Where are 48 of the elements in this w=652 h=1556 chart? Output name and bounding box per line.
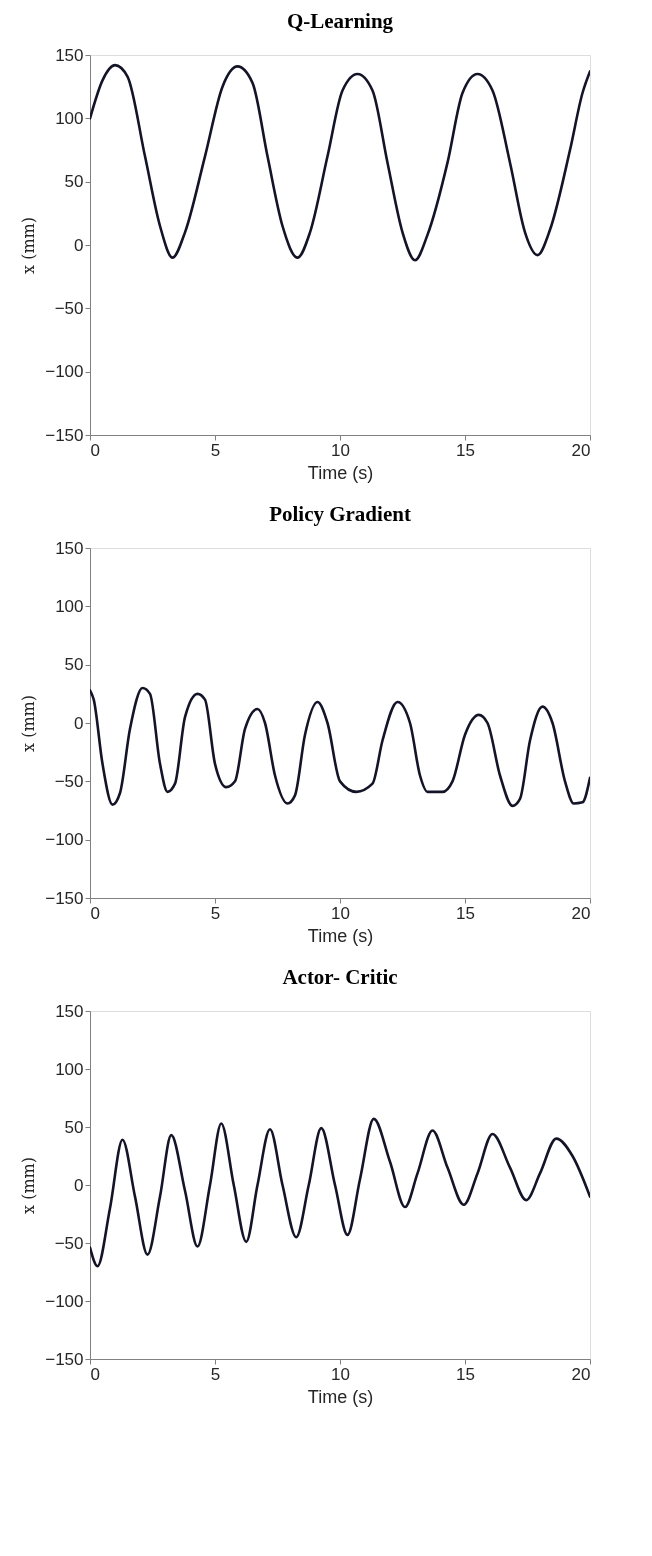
y-tick-label: 0 [74, 1175, 84, 1195]
x-tick-label: 20 [571, 1364, 591, 1384]
x-axis-title: Time (s) [307, 462, 374, 483]
y-tick-label: 0 [74, 713, 84, 733]
y-tick-label: −50 [54, 298, 84, 318]
x-tick-label: 0 [90, 1364, 100, 1384]
chart-title: Q-Learning [286, 9, 394, 33]
y-axis-title: x (mm) [19, 217, 39, 274]
y-tick-label: −100 [45, 1291, 84, 1311]
x-tick-label: 10 [331, 440, 350, 460]
y-tick-label: 50 [64, 1117, 84, 1137]
y-tick-label: −50 [54, 771, 84, 791]
y-tick-label: −150 [45, 425, 84, 445]
y-tick-label: 0 [74, 235, 84, 255]
line-series [90, 1117, 590, 1268]
y-tick-label: 150 [55, 538, 84, 558]
x-tick-label: 15 [456, 1364, 475, 1384]
y-tick-label: 50 [64, 172, 84, 192]
y-tick-label: −100 [45, 830, 84, 850]
y-tick-label: 100 [55, 596, 84, 616]
x-tick-label: 20 [571, 903, 591, 923]
x-tick-label: 10 [331, 1364, 350, 1384]
y-tick-label: 100 [55, 108, 84, 128]
y-tick-label: 150 [55, 1001, 84, 1021]
x-tick-label: 20 [571, 440, 591, 460]
line-series [90, 63, 590, 262]
y-tick-label: −150 [45, 888, 84, 908]
x-tick-label: 5 [210, 440, 221, 460]
y-tick-label: −150 [45, 1349, 84, 1369]
x-tick-label: 0 [90, 440, 100, 460]
y-tick-label: 100 [55, 1059, 84, 1079]
x-tick-label: 15 [456, 440, 475, 460]
x-axis-title: Time (s) [307, 925, 374, 946]
y-axis-title: x (mm) [19, 1157, 39, 1214]
y-axis-title: x (mm) [19, 695, 39, 752]
y-tick-label: −100 [45, 362, 84, 382]
x-tick-label: 15 [456, 903, 475, 923]
x-tick-label: 5 [210, 1364, 221, 1384]
x-tick-label: 0 [90, 903, 100, 923]
x-axis-title: Time (s) [307, 1386, 374, 1407]
y-tick-label: −50 [54, 1233, 84, 1253]
chart-title: Actor- Critic [282, 965, 398, 989]
x-tick-label: 5 [210, 903, 221, 923]
chart-title: Policy Gradient [269, 502, 411, 526]
y-tick-label: 150 [55, 45, 84, 65]
y-tick-label: 50 [64, 655, 84, 675]
x-tick-label: 10 [331, 903, 350, 923]
line-series [90, 686, 590, 808]
